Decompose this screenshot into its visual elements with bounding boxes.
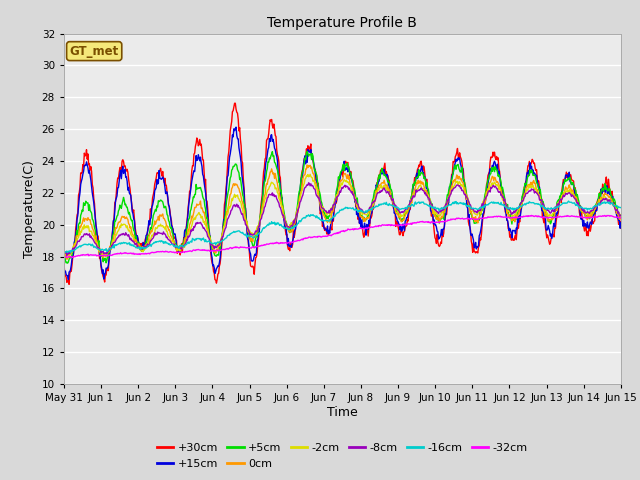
+15cm xyxy=(65,276,72,282)
-8cm xyxy=(277,207,285,213)
+15cm xyxy=(617,219,625,225)
-2cm xyxy=(401,209,409,215)
0cm xyxy=(617,216,625,222)
Text: GT_met: GT_met xyxy=(70,45,119,58)
-32cm xyxy=(432,220,440,226)
+30cm xyxy=(617,226,625,231)
-16cm xyxy=(60,249,68,254)
0cm xyxy=(228,184,236,190)
-16cm xyxy=(228,230,236,236)
Line: -8cm: -8cm xyxy=(64,183,621,256)
-16cm xyxy=(67,250,74,255)
+30cm xyxy=(232,100,239,106)
+5cm xyxy=(60,254,68,260)
+30cm xyxy=(228,109,236,115)
Line: +15cm: +15cm xyxy=(64,127,621,279)
0cm xyxy=(433,216,440,222)
-8cm xyxy=(305,180,312,186)
-2cm xyxy=(256,218,264,224)
+30cm xyxy=(65,281,73,287)
-32cm xyxy=(527,213,535,218)
0cm xyxy=(256,217,264,223)
-32cm xyxy=(256,243,264,249)
+30cm xyxy=(257,204,264,210)
+15cm xyxy=(126,191,134,197)
+5cm xyxy=(64,260,72,266)
+30cm xyxy=(60,260,68,266)
-32cm xyxy=(277,240,285,246)
+15cm xyxy=(433,224,440,230)
Line: +30cm: +30cm xyxy=(64,103,621,284)
-8cm xyxy=(228,205,236,211)
+30cm xyxy=(401,224,409,230)
+5cm xyxy=(303,149,311,155)
+15cm xyxy=(278,194,285,200)
Line: -32cm: -32cm xyxy=(64,216,621,257)
-8cm xyxy=(126,237,134,242)
+5cm xyxy=(228,167,236,172)
-32cm xyxy=(69,254,77,260)
-32cm xyxy=(126,250,134,256)
+30cm xyxy=(433,240,440,246)
0cm xyxy=(401,213,409,219)
-8cm xyxy=(617,212,625,218)
-32cm xyxy=(401,222,408,228)
-2cm xyxy=(617,214,625,219)
+5cm xyxy=(126,213,134,218)
-8cm xyxy=(433,209,440,215)
-32cm xyxy=(60,254,68,260)
-2cm xyxy=(126,229,134,235)
0cm xyxy=(126,225,134,231)
0cm xyxy=(277,198,285,204)
+15cm xyxy=(257,213,264,219)
X-axis label: Time: Time xyxy=(327,406,358,419)
-16cm xyxy=(277,222,285,228)
+15cm xyxy=(60,265,68,271)
Line: -16cm: -16cm xyxy=(64,201,621,252)
-2cm xyxy=(65,252,73,258)
-8cm xyxy=(63,253,71,259)
-16cm xyxy=(256,230,264,236)
-2cm xyxy=(307,171,314,177)
-16cm xyxy=(126,242,134,248)
-2cm xyxy=(433,209,440,215)
-2cm xyxy=(228,198,236,204)
-2cm xyxy=(277,202,285,207)
+5cm xyxy=(433,216,440,222)
-16cm xyxy=(401,205,408,211)
0cm xyxy=(63,256,71,262)
-32cm xyxy=(228,245,236,251)
0cm xyxy=(303,162,311,168)
+30cm xyxy=(126,186,134,192)
+5cm xyxy=(401,211,409,216)
+5cm xyxy=(617,212,625,218)
Legend: +30cm, +15cm, +5cm, 0cm, -2cm, -8cm, -16cm, -32cm: +30cm, +15cm, +5cm, 0cm, -2cm, -8cm, -16… xyxy=(152,439,532,473)
-16cm xyxy=(617,205,625,211)
Title: Temperature Profile B: Temperature Profile B xyxy=(268,16,417,30)
-32cm xyxy=(617,215,625,220)
-8cm xyxy=(60,249,68,254)
-16cm xyxy=(564,198,572,204)
Line: 0cm: 0cm xyxy=(64,165,621,259)
+15cm xyxy=(401,218,409,224)
-16cm xyxy=(432,205,440,211)
Line: +5cm: +5cm xyxy=(64,152,621,263)
+5cm xyxy=(277,187,285,193)
0cm xyxy=(60,252,68,257)
-8cm xyxy=(256,218,264,224)
-2cm xyxy=(60,250,68,256)
Line: -2cm: -2cm xyxy=(64,174,621,255)
-8cm xyxy=(401,207,409,213)
+15cm xyxy=(228,132,236,138)
+30cm xyxy=(278,194,285,200)
Y-axis label: Temperature(C): Temperature(C) xyxy=(23,160,36,258)
+15cm xyxy=(232,124,240,130)
+5cm xyxy=(256,214,264,220)
